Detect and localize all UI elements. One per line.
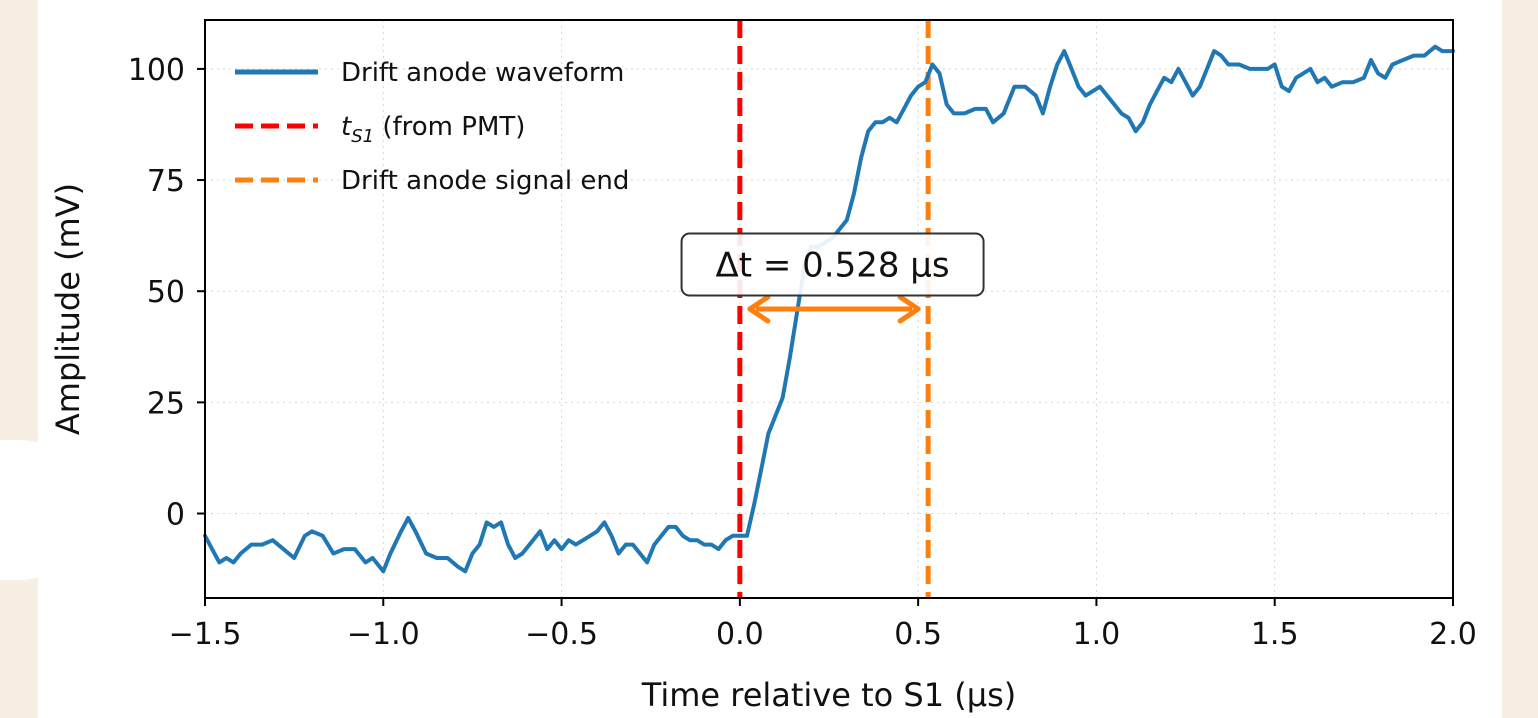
legend-label: Drift anode signal end xyxy=(341,166,629,196)
x-tick-label: −0.5 xyxy=(525,617,598,652)
x-tick-label: 1.5 xyxy=(1251,617,1299,652)
y-tick-label: 100 xyxy=(128,53,185,88)
x-tick-label: 1.0 xyxy=(1073,617,1121,652)
x-axis-ticks: −1.5 −1.0 −0.5 0.0 0.5 1.0 1.5 2.0 xyxy=(169,598,1477,652)
y-axis-ticks: 0 25 50 75 100 xyxy=(128,53,205,533)
y-tick-label: 25 xyxy=(147,386,185,421)
axes-frame xyxy=(204,19,1454,599)
arrow-head-left xyxy=(747,294,771,324)
x-tick-label: 2.0 xyxy=(1429,617,1477,652)
legend-label: tS1 (from PMT) xyxy=(341,112,525,147)
arrow-head-right xyxy=(897,294,921,324)
annotation: Δt = 0.528 μs xyxy=(680,232,985,324)
annotation-text: Δt = 0.528 μs xyxy=(715,246,949,286)
vertical-lines xyxy=(737,20,931,598)
y-tick-label: 50 xyxy=(147,275,185,310)
annotation-box xyxy=(680,232,985,297)
x-tick-label: −1.5 xyxy=(169,617,242,652)
legend: Drift anode waveform tS1 (from PMT) Drift … xyxy=(235,58,629,196)
y-axis-label: Amplitude (mV) xyxy=(49,183,87,435)
y-tick-label: 0 xyxy=(166,498,185,533)
x-tick-label: 0.0 xyxy=(716,617,764,652)
x-tick-label: 0.5 xyxy=(894,617,942,652)
legend-label: Drift anode waveform xyxy=(341,58,624,88)
x-tick-label: −1.0 xyxy=(347,617,420,652)
x-axis-label: Time relative to S1 (μs) xyxy=(641,676,1017,714)
y-tick-label: 75 xyxy=(147,164,185,199)
